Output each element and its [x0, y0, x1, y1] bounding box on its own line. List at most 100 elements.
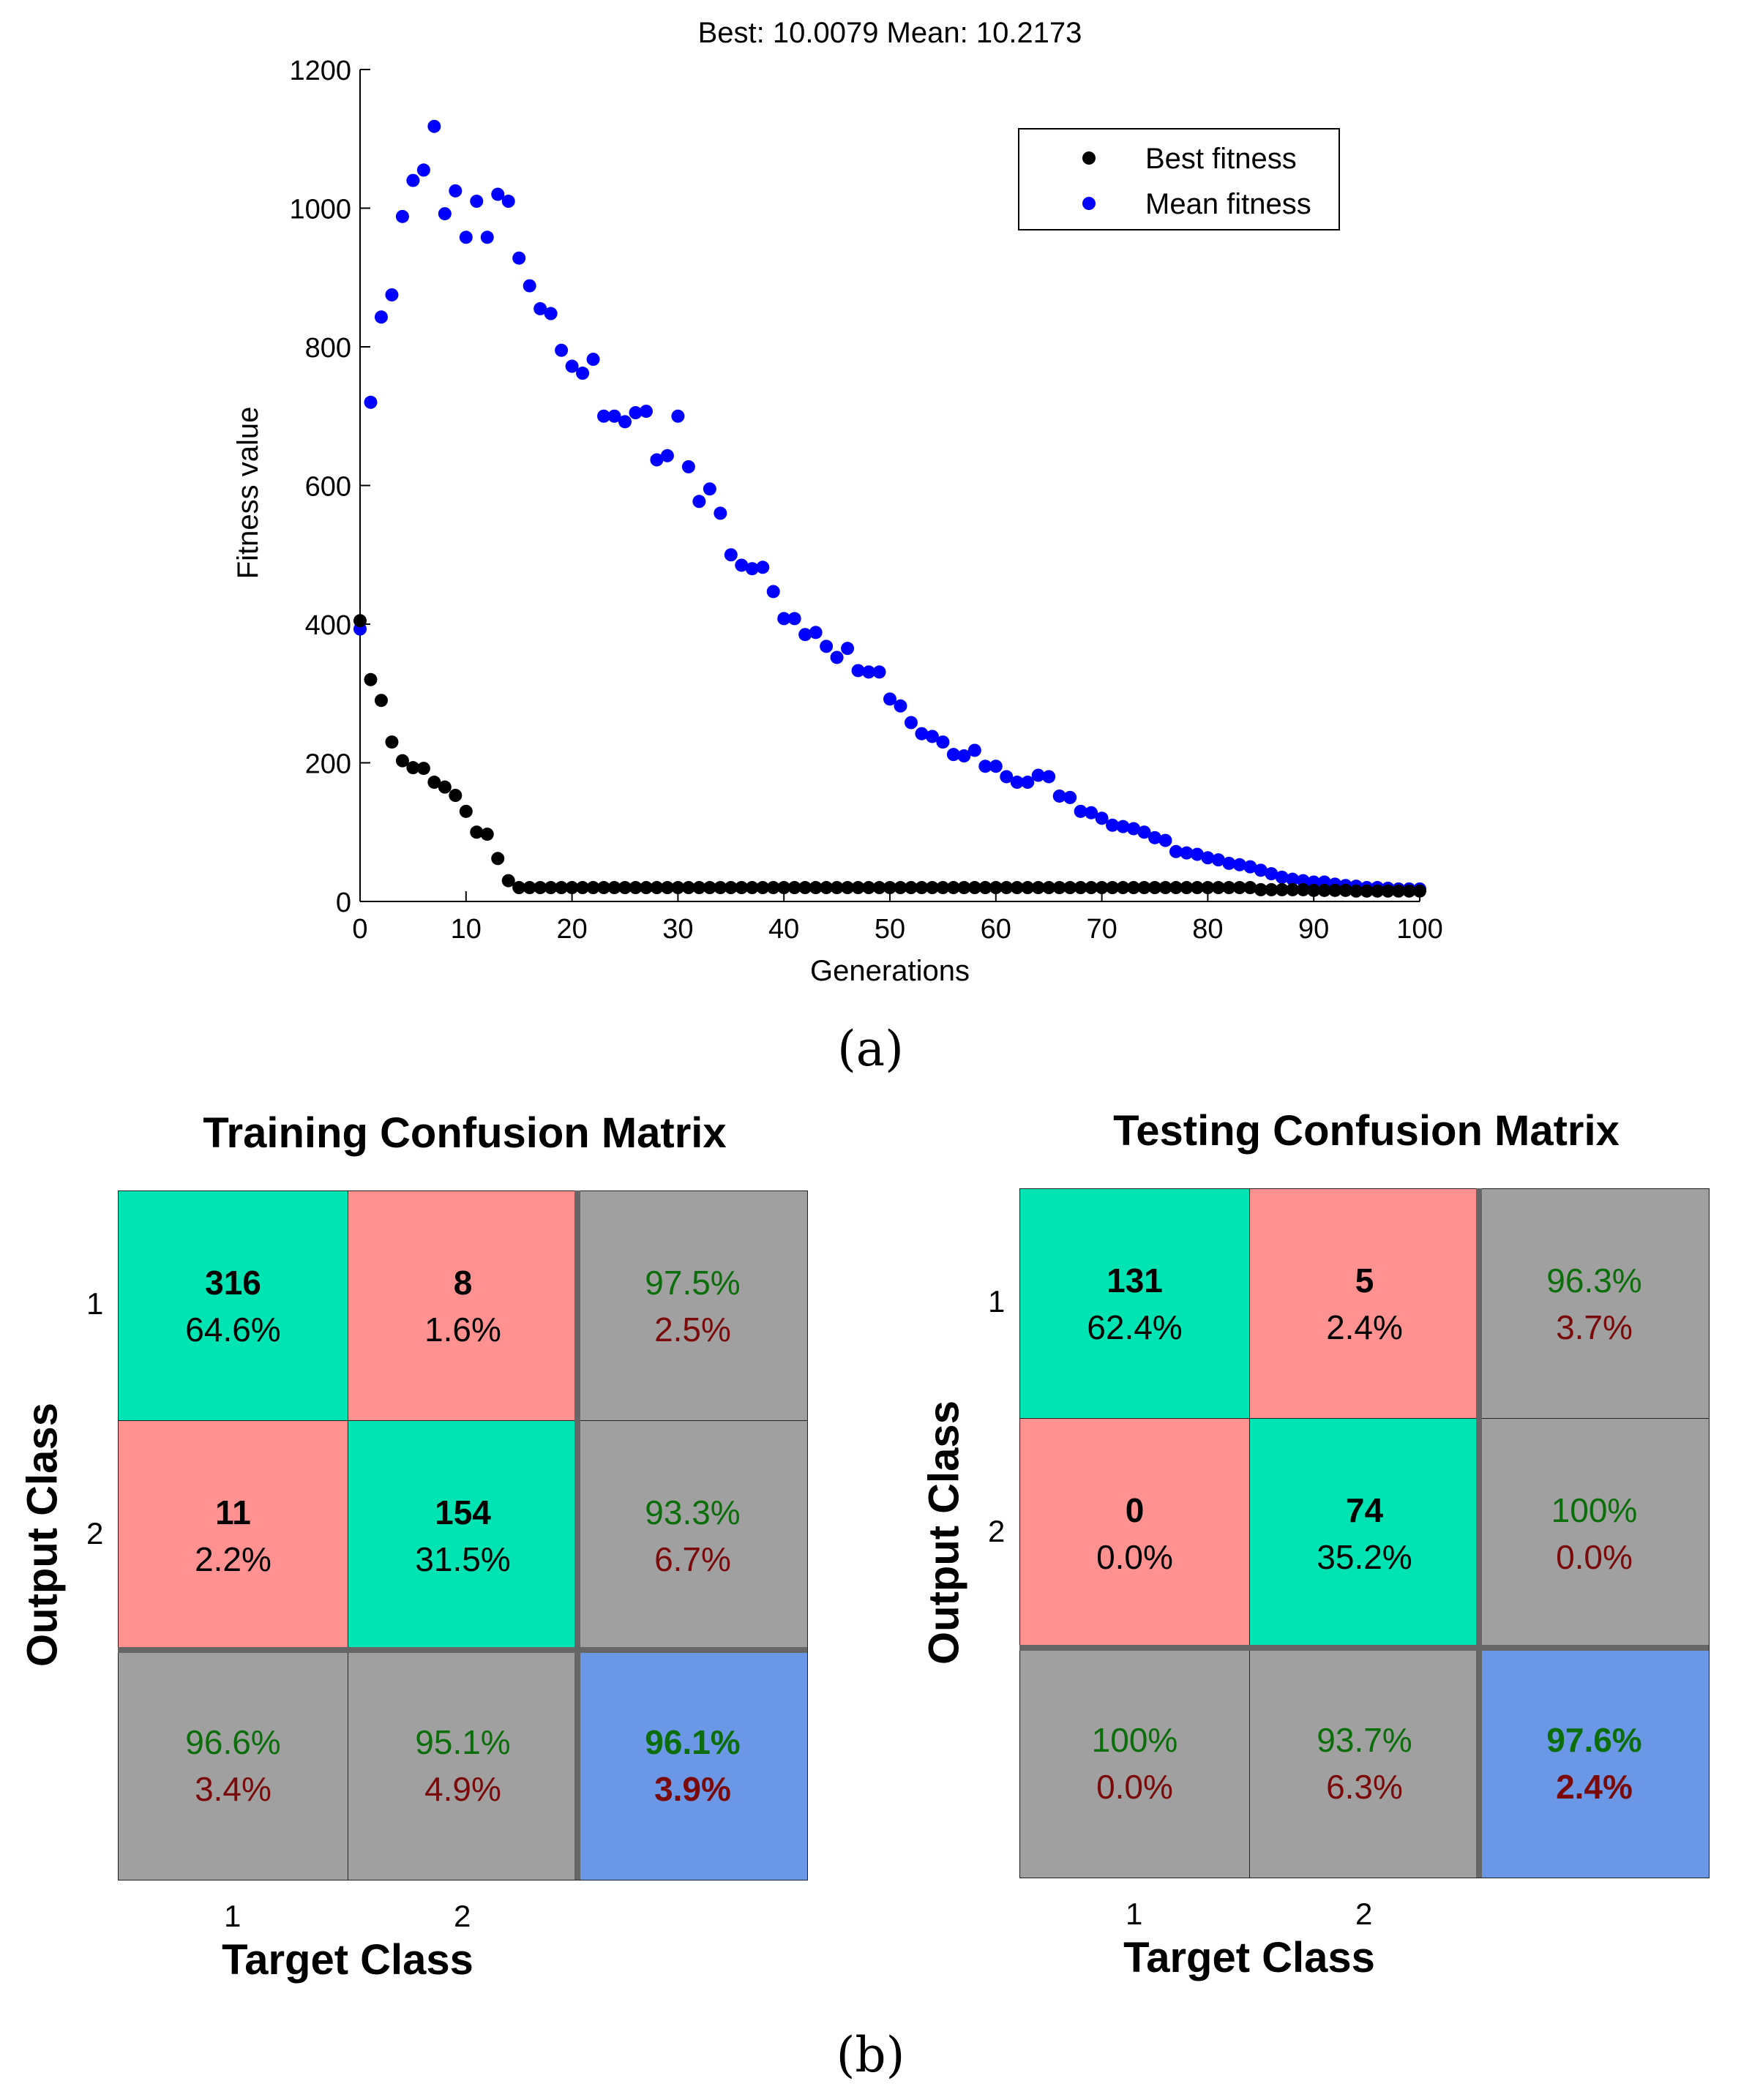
output-class-tick: 1 — [86, 1286, 104, 1321]
mean-fitness-point — [1275, 870, 1289, 884]
best-fitness-point — [586, 881, 600, 895]
mean-fitness-point — [1243, 860, 1257, 874]
mean-fitness-point — [1031, 768, 1045, 782]
best-fitness-point — [1158, 881, 1172, 895]
mean-fitness-point — [650, 453, 664, 467]
best-fitness-point — [1021, 881, 1035, 895]
column-summary-cell-primary: 100% — [1091, 1720, 1178, 1759]
separator-horizontal — [1019, 1645, 1709, 1651]
mean-fitness-point — [1063, 790, 1077, 804]
best-fitness-point — [872, 881, 886, 895]
correct-cell: 74 35.2% — [1249, 1418, 1480, 1649]
testing-confusion-matrix: Testing Confusion Matrix 131 62.4% 5 2.4% 96.… — [921, 1106, 1714, 1999]
best-fitness-point — [416, 762, 430, 776]
best-fitness-point — [915, 881, 929, 895]
best-fitness-point — [703, 881, 716, 895]
mean-fitness-point — [427, 119, 441, 133]
mean-fitness-point — [714, 506, 727, 520]
output-class-label: Output Class — [920, 1400, 968, 1665]
mean-fitness-point — [1106, 818, 1120, 832]
mean-fitness-point — [1042, 770, 1056, 784]
best-fitness-point — [1106, 881, 1120, 895]
best-fitness-point — [650, 881, 664, 895]
best-fitness-point — [894, 881, 907, 895]
column-summary-cell: 95.1% 4.9% — [348, 1650, 578, 1880]
mean-fitness-point — [1201, 851, 1215, 865]
caption-a: (a) — [837, 1021, 904, 1077]
target-class-tick: 2 — [454, 1899, 471, 1933]
best-fitness-point — [364, 672, 378, 686]
error-cell-secondary: 2.4% — [1326, 1308, 1403, 1346]
mean-fitness-point — [735, 558, 749, 572]
overall-accuracy-cell-secondary: 2.4% — [1556, 1767, 1633, 1806]
error-cell: 8 1.6% — [348, 1190, 578, 1421]
best-fitness-point — [512, 881, 526, 895]
best-fitness-point — [1413, 884, 1426, 898]
column-summary-cell-secondary: 0.0% — [1096, 1767, 1173, 1806]
mean-fitness-point — [1222, 856, 1236, 870]
mean-fitness-point — [681, 460, 695, 473]
mean-fitness-point — [597, 409, 611, 423]
mean-fitness-point — [841, 642, 855, 656]
mean-fitness-point — [1254, 863, 1268, 877]
best-fitness-point — [820, 881, 834, 895]
mean-fitness-point — [470, 195, 484, 209]
mean-fitness-point — [618, 415, 632, 429]
mean-fitness-point — [787, 612, 801, 626]
best-fitness-point — [1085, 881, 1098, 895]
best-fitness-point — [787, 881, 801, 895]
best-fitness-point — [756, 881, 770, 895]
best-fitness-point — [766, 881, 780, 895]
column-summary-cell-primary: 96.6% — [185, 1722, 281, 1761]
best-fitness-point — [1190, 881, 1204, 895]
mean-fitness-point — [883, 692, 896, 706]
mean-fitness-point — [957, 749, 971, 763]
best-fitness-point — [1042, 881, 1056, 895]
best-fitness-point — [1338, 883, 1352, 897]
correct-cell-secondary: 35.2% — [1317, 1537, 1412, 1576]
mean-fitness-point — [544, 307, 558, 320]
column-summary-cell: 100% 0.0% — [1019, 1648, 1250, 1878]
caption-b: (b) — [836, 2027, 905, 2083]
y-tick-label: 600 — [305, 472, 351, 503]
best-fitness-point — [353, 614, 367, 628]
row-summary-cell: 96.3% 3.7% — [1479, 1188, 1710, 1419]
best-fitness-point — [883, 881, 896, 895]
mean-fitness-point — [533, 301, 547, 315]
mean-fitness-point — [364, 395, 378, 409]
best-fitness-point — [449, 789, 463, 803]
best-fitness-point — [459, 804, 473, 818]
mean-fitness-point — [967, 743, 981, 757]
legend-label: Best fitness — [1145, 143, 1297, 175]
mean-fitness-point — [936, 735, 950, 749]
best-fitness-point — [724, 881, 738, 895]
mean-fitness-point — [946, 748, 960, 762]
best-fitness-point — [555, 881, 569, 895]
column-summary-cell-primary: 95.1% — [415, 1722, 511, 1761]
mean-fitness-point — [1190, 847, 1204, 861]
column-summary-cell-secondary: 6.3% — [1326, 1767, 1403, 1806]
best-fitness-point — [989, 881, 1003, 895]
best-fitness-point — [544, 881, 558, 895]
error-cell-primary: 11 — [215, 1493, 251, 1531]
x-tick-label: 10 — [451, 914, 482, 945]
best-fitness-point — [904, 881, 918, 895]
best-fitness-point — [1063, 881, 1077, 895]
mean-fitness-point — [692, 495, 706, 509]
best-fitness-point — [841, 881, 855, 895]
mean-fitness-point — [480, 230, 494, 244]
mean-fitness-point — [660, 449, 674, 462]
best-fitness-point — [438, 780, 452, 794]
mean-fitness-point — [576, 367, 590, 380]
best-fitness-point — [777, 881, 791, 895]
mean-fitness-point — [523, 279, 536, 293]
best-fitness-point — [406, 761, 420, 775]
mean-fitness-point — [1010, 776, 1024, 790]
row-summary-cell-primary: 96.3% — [1546, 1261, 1642, 1300]
output-class-tick: 2 — [86, 1516, 104, 1550]
mean-fitness-point — [416, 163, 430, 177]
row-summary-cell-primary: 93.3% — [645, 1493, 741, 1531]
best-fitness-point — [1127, 881, 1141, 895]
mean-fitness-point — [1286, 872, 1300, 886]
overall-accuracy-cell: 97.6% 2.4% — [1479, 1648, 1710, 1878]
